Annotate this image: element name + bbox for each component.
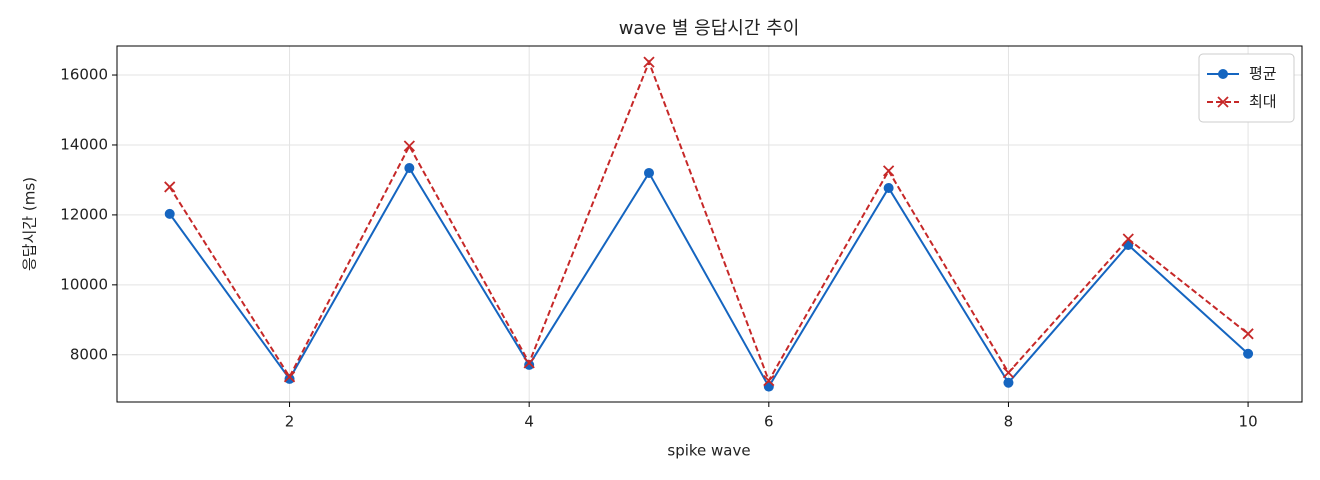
legend-box <box>1198 53 1295 123</box>
point <box>523 357 535 369</box>
point <box>404 163 415 174</box>
point <box>524 359 535 370</box>
point <box>284 373 295 384</box>
legend-label: 최대 <box>1249 93 1277 111</box>
legend-marker <box>1218 69 1228 79</box>
x-tick-label: 2 <box>285 413 295 431</box>
x-tick-label: 8 <box>1004 413 1014 431</box>
point <box>1002 366 1015 379</box>
point <box>164 208 175 219</box>
point <box>283 371 296 383</box>
point <box>1243 348 1254 359</box>
y-tick-label: 16000 <box>60 66 108 84</box>
x-axis-label: spike wave <box>667 442 750 460</box>
point <box>643 167 654 178</box>
y-tick-label: 8000 <box>70 345 108 363</box>
point <box>1242 328 1254 340</box>
point <box>1122 233 1134 245</box>
legend-marker <box>1217 96 1229 108</box>
point <box>883 182 894 193</box>
y-tick-label: 14000 <box>60 135 108 153</box>
y-tick-label: 12000 <box>60 205 108 223</box>
series-line <box>168 59 1249 384</box>
x-tick-label: 6 <box>764 413 774 431</box>
point <box>1003 377 1014 388</box>
x-tick-label: 10 <box>1239 413 1258 431</box>
legend-label: 평균 <box>1249 65 1277 83</box>
y-tick-label: 10000 <box>60 275 108 293</box>
point <box>403 140 415 152</box>
x-tick-label: 4 <box>524 413 534 431</box>
point <box>763 375 775 387</box>
series-line <box>168 166 1249 389</box>
y-axis-label: 응답시간 (ms) <box>21 177 39 271</box>
point <box>164 181 176 193</box>
chart-title: wave 별 응답시간 추이 <box>619 18 800 39</box>
plot-frame <box>116 45 1303 403</box>
point <box>882 165 895 177</box>
point <box>643 56 655 68</box>
